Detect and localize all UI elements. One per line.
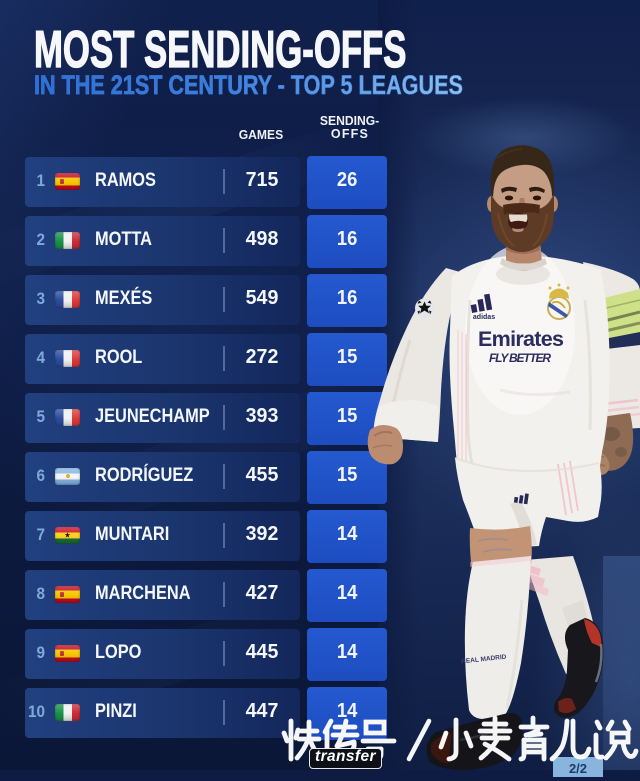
svg-text:FLY BETTER: FLY BETTER	[489, 351, 551, 365]
svg-text:REAL MADRID: REAL MADRID	[461, 654, 507, 666]
svg-text:adidas: adidas	[473, 314, 495, 321]
svg-text:Emirates: Emirates	[478, 327, 564, 351]
